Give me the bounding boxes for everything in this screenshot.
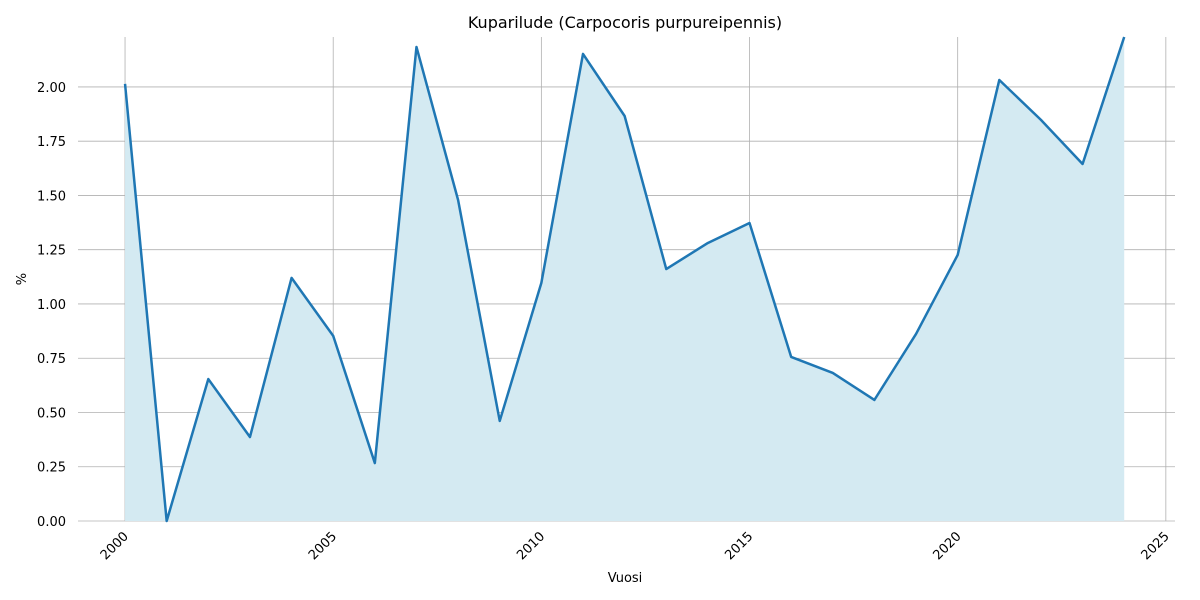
y-tick-label: 1.00 (37, 298, 66, 313)
y-tick-label: 1.25 (37, 244, 66, 259)
area (125, 37, 1125, 521)
x-tick-label: 2015 (722, 529, 756, 563)
y-tick-label: 1.75 (37, 135, 66, 150)
x-tick-label: 2020 (931, 529, 965, 563)
x-tick-label: 2005 (306, 529, 340, 563)
x-axis-label: Vuosi (608, 571, 643, 586)
line (123, 36, 1126, 523)
chart-title: Kuparilude (Carpocoris purpureipennis) (468, 13, 782, 32)
y-tick-label: 0.50 (37, 406, 66, 421)
x-tick-label: 2025 (1139, 529, 1173, 563)
x-tick-label: 2010 (514, 529, 548, 563)
y-tick-label: 2.00 (37, 81, 66, 96)
x-tick-label: 2000 (98, 529, 132, 563)
y-tick-label: 0.75 (37, 352, 66, 367)
y-tick-label: 1.50 (37, 189, 66, 204)
y-tick-label: 0.25 (37, 461, 66, 476)
y-tick-label: 0.00 (37, 515, 66, 530)
y-axis-label: % (15, 273, 30, 285)
